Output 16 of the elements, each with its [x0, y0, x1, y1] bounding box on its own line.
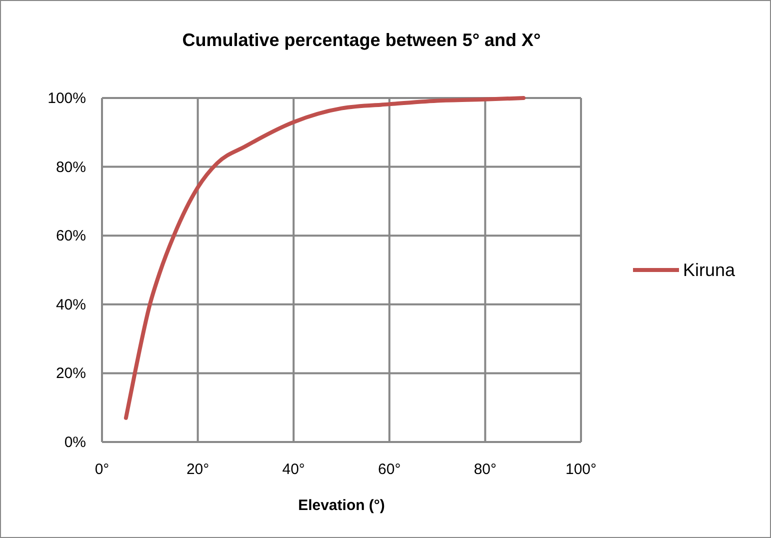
x-tick-label: 0° — [94, 461, 110, 478]
x-tick-label: 40° — [282, 461, 305, 478]
y-tick-label: 60% — [56, 228, 86, 245]
y-tick-label: 0% — [64, 434, 86, 451]
x-tick-label: 100° — [565, 461, 597, 478]
y-tick-label: 20% — [56, 365, 86, 382]
y-tick-label: 40% — [56, 296, 86, 314]
line-series — [124, 96, 526, 420]
y-tick-label: 80% — [56, 158, 86, 176]
chart-title: Cumulative percentage between 5° and X° — [182, 30, 541, 50]
x-axis-title: Elevation (°) — [298, 497, 385, 514]
x-tick-label: 20° — [186, 461, 210, 478]
legend-label: Kiruna — [683, 260, 736, 280]
x-tick-label: 60° — [378, 461, 401, 478]
x-tick-label: 80° — [474, 461, 497, 478]
y-tick-label: 100% — [48, 90, 86, 107]
